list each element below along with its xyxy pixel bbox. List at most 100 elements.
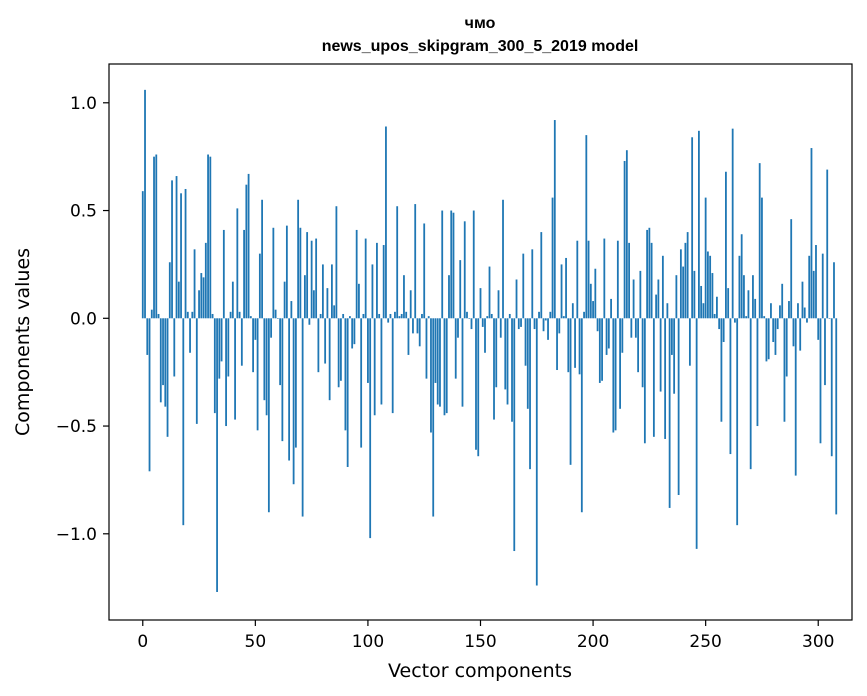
bar: [583, 311, 585, 319]
bar: [490, 313, 493, 319]
bar: [218, 318, 221, 379]
bar: [506, 318, 509, 405]
bar: [459, 260, 462, 319]
x-axis-label: Vector components: [388, 660, 572, 682]
bar: [610, 298, 612, 319]
bar: [297, 199, 300, 319]
bar: [508, 313, 511, 319]
bar: [772, 318, 775, 342]
bar: [166, 318, 169, 437]
bar: [261, 199, 263, 319]
bar: [799, 318, 802, 351]
bar: [180, 193, 182, 319]
bar: [740, 234, 743, 319]
bar: [427, 316, 430, 319]
bar: [540, 232, 543, 319]
bar: [396, 206, 399, 319]
bar: [288, 318, 291, 461]
bar: [535, 318, 538, 586]
bar: [758, 163, 761, 319]
bar: [186, 311, 189, 319]
bar: [436, 318, 439, 405]
bar: [272, 227, 275, 319]
bar: [423, 223, 426, 319]
bar: [788, 301, 790, 319]
bar: [141, 191, 144, 319]
bar: [470, 318, 473, 330]
bar: [652, 318, 655, 437]
plot-area: [108, 63, 853, 621]
bar: [195, 318, 198, 424]
bar: [776, 318, 779, 330]
bar: [657, 279, 660, 319]
bar: [236, 208, 239, 319]
bar: [207, 154, 209, 319]
bar: [641, 318, 644, 388]
bar: [308, 318, 311, 325]
bar: [754, 298, 757, 319]
bar: [574, 318, 576, 368]
y-axis: −1.0 −0.5 0.0 0.5 1.0: [56, 94, 109, 545]
bar: [238, 311, 241, 319]
bar: [475, 318, 477, 450]
bar: [387, 318, 390, 323]
bar: [430, 318, 432, 433]
bar: [794, 318, 797, 476]
bar: [707, 251, 709, 319]
bar: [792, 318, 795, 347]
bar: [346, 318, 349, 467]
bar: [729, 318, 732, 455]
y-tick-label: 0.5: [70, 202, 97, 222]
bar: [529, 318, 531, 470]
bar: [520, 318, 522, 327]
bar: [184, 188, 187, 319]
bar: [592, 301, 594, 319]
bar: [315, 238, 318, 319]
bar: [454, 318, 457, 379]
bar: [783, 318, 786, 422]
bar: [731, 128, 734, 319]
bar: [743, 275, 745, 319]
bar: [727, 288, 730, 319]
bar: [785, 318, 788, 377]
bar: [646, 229, 649, 319]
bar: [148, 318, 151, 472]
bar: [213, 318, 216, 414]
bar: [551, 197, 554, 319]
bar: [243, 229, 245, 319]
x-tick-label: 100: [352, 632, 384, 652]
bar: [324, 318, 327, 364]
bar: [301, 318, 304, 517]
bar: [616, 240, 619, 319]
bar: [682, 266, 685, 319]
bar: [594, 268, 597, 319]
bar: [677, 318, 680, 495]
bar: [263, 318, 266, 401]
bar: [164, 318, 167, 407]
bar: [292, 318, 295, 485]
bar: [630, 318, 633, 338]
bar: [567, 318, 570, 373]
bar: [434, 318, 437, 383]
bar: [589, 283, 592, 319]
bar: [376, 242, 378, 319]
bar: [619, 318, 621, 409]
bar: [497, 290, 500, 319]
bar: [256, 318, 259, 431]
x-tick-label: 50: [245, 632, 267, 652]
bar: [752, 275, 754, 319]
bar: [340, 318, 342, 381]
bar: [477, 318, 480, 457]
bar: [781, 283, 784, 319]
bar: [234, 318, 236, 420]
bar: [488, 266, 491, 319]
bar: [344, 318, 347, 431]
bar: [409, 290, 412, 319]
bar: [569, 318, 572, 465]
bar: [698, 130, 700, 319]
bar: [648, 227, 651, 319]
bar: [216, 318, 218, 592]
y-tick-label: −0.5: [56, 417, 97, 437]
chart-title-line2: news_upos_skipgram_300_5_2019 model: [322, 38, 639, 55]
bar: [168, 262, 171, 319]
